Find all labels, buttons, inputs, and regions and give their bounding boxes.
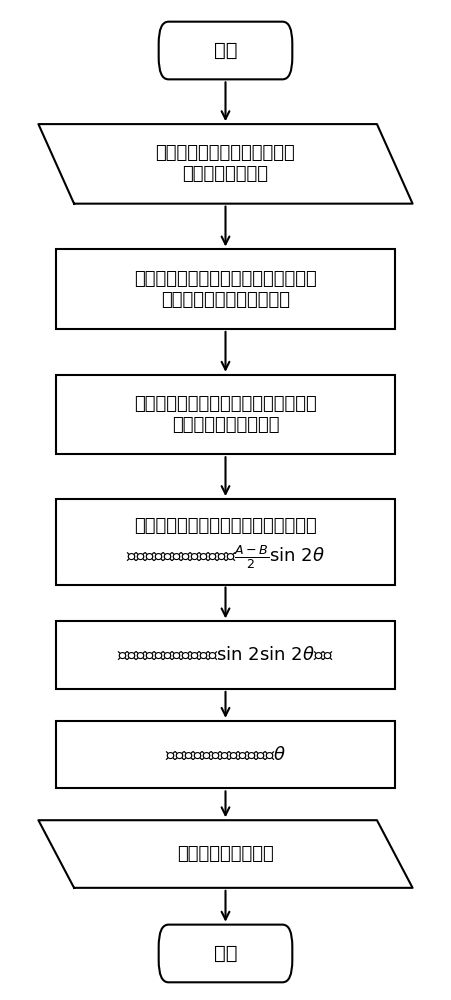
Bar [56, 249, 395, 329]
Text: 开始: 开始 [214, 41, 237, 60]
Text: 退火算法设计超表面复振幅$\frac{A-B}{2}$sin 2$\theta$: 退火算法设计超表面复振幅$\frac{A-B}{2}$sin 2$\theta$ [126, 543, 325, 571]
Text: 读入彩色纳米印刷目标图像和
远场全息目标图像: 读入彩色纳米印刷目标图像和 远场全息目标图像 [156, 144, 295, 183]
Text: 确定各位置处纳米砖转向角$\theta$: 确定各位置处纳米砖转向角$\theta$ [165, 746, 286, 764]
Polygon shape [38, 820, 413, 888]
Text: 根据远场全息图像和振幅调制利用模拟: 根据远场全息图像和振幅调制利用模拟 [134, 517, 317, 535]
Text: 仿真不同组类的纳米砖结构单元的反射
光谱响应和长短轴透射系数: 仿真不同组类的纳米砖结构单元的反射 光谱响应和长短轴透射系数 [134, 270, 317, 309]
Text: 输出纳米砖排布方式: 输出纳米砖排布方式 [177, 845, 274, 863]
Text: 结束: 结束 [214, 944, 237, 963]
Bar [56, 499, 395, 585]
FancyBboxPatch shape [159, 22, 292, 79]
Bar [56, 621, 395, 689]
Bar [56, 375, 395, 454]
Polygon shape [38, 124, 413, 204]
Bar [56, 721, 395, 788]
Text: 由复振幅分布确定各位置sin 2sin 2$\theta$取值: 由复振幅分布确定各位置sin 2sin 2$\theta$取值 [117, 646, 334, 664]
FancyBboxPatch shape [159, 925, 292, 982]
Text: 根据彩色纳米印刷图像的颜色对多种纳
米砖结构单元进行排布: 根据彩色纳米印刷图像的颜色对多种纳 米砖结构单元进行排布 [134, 395, 317, 434]
